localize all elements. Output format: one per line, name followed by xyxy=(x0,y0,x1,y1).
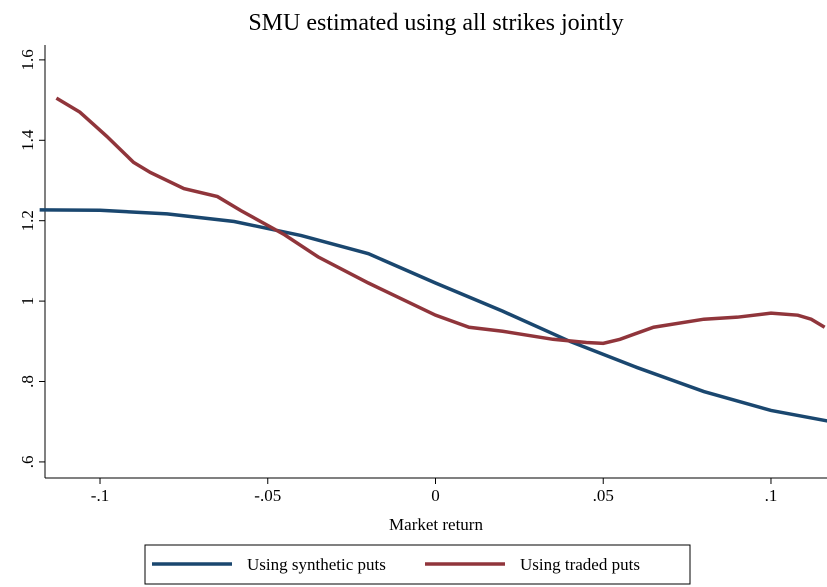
y-tick-label: 1.4 xyxy=(18,129,37,151)
line xyxy=(55,96,826,346)
y-tick-label: .8 xyxy=(18,375,37,388)
x-tick-label: -.05 xyxy=(254,486,281,505)
x-tick-label: 0 xyxy=(431,486,440,505)
legend xyxy=(144,544,691,585)
line xyxy=(39,208,827,423)
x-tick-label: .1 xyxy=(765,486,778,505)
y-tick-label: 1.2 xyxy=(18,210,37,231)
legend-label: Using synthetic puts xyxy=(247,555,386,574)
chart-title: SMU estimated using all strikes jointly xyxy=(248,10,623,36)
x-tick-label: -.1 xyxy=(91,486,109,505)
y-tick-label: 1.6 xyxy=(18,49,37,70)
y-tick-label: .6 xyxy=(18,456,37,469)
y-tick-label: 1 xyxy=(18,297,37,306)
x-tick-label: .05 xyxy=(593,486,614,505)
x-axis-title: Market return xyxy=(389,515,483,534)
legend-label: Using traded puts xyxy=(520,555,640,574)
